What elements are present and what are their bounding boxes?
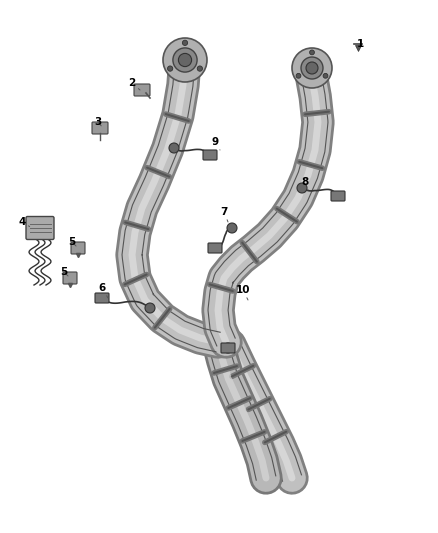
Circle shape <box>306 62 318 74</box>
Text: 4: 4 <box>18 217 30 227</box>
Circle shape <box>301 57 323 79</box>
FancyBboxPatch shape <box>134 84 150 96</box>
Text: 1: 1 <box>357 39 364 49</box>
Circle shape <box>197 66 202 71</box>
Text: 9: 9 <box>212 137 220 150</box>
FancyBboxPatch shape <box>203 150 217 160</box>
FancyBboxPatch shape <box>92 122 108 134</box>
Circle shape <box>178 53 191 67</box>
FancyBboxPatch shape <box>63 272 77 284</box>
Text: 7: 7 <box>220 207 228 222</box>
Text: 3: 3 <box>94 117 102 127</box>
Circle shape <box>296 74 301 78</box>
Circle shape <box>223 343 233 353</box>
FancyBboxPatch shape <box>71 242 85 254</box>
Circle shape <box>167 66 173 71</box>
FancyBboxPatch shape <box>95 293 109 303</box>
Circle shape <box>292 48 332 88</box>
Circle shape <box>227 223 237 233</box>
Text: 5: 5 <box>68 237 76 247</box>
Text: 5: 5 <box>60 267 68 277</box>
Circle shape <box>323 74 328 78</box>
Text: 2: 2 <box>128 78 140 90</box>
Circle shape <box>163 38 207 82</box>
Circle shape <box>145 303 155 313</box>
Circle shape <box>182 40 187 45</box>
Text: 10: 10 <box>236 285 250 300</box>
Text: 8: 8 <box>301 177 309 190</box>
FancyBboxPatch shape <box>331 191 345 201</box>
Circle shape <box>297 183 307 193</box>
FancyBboxPatch shape <box>208 243 222 253</box>
FancyBboxPatch shape <box>221 343 235 353</box>
FancyBboxPatch shape <box>26 216 54 239</box>
Circle shape <box>173 48 197 72</box>
Circle shape <box>310 50 314 55</box>
Text: 6: 6 <box>99 283 108 298</box>
Circle shape <box>169 143 179 153</box>
